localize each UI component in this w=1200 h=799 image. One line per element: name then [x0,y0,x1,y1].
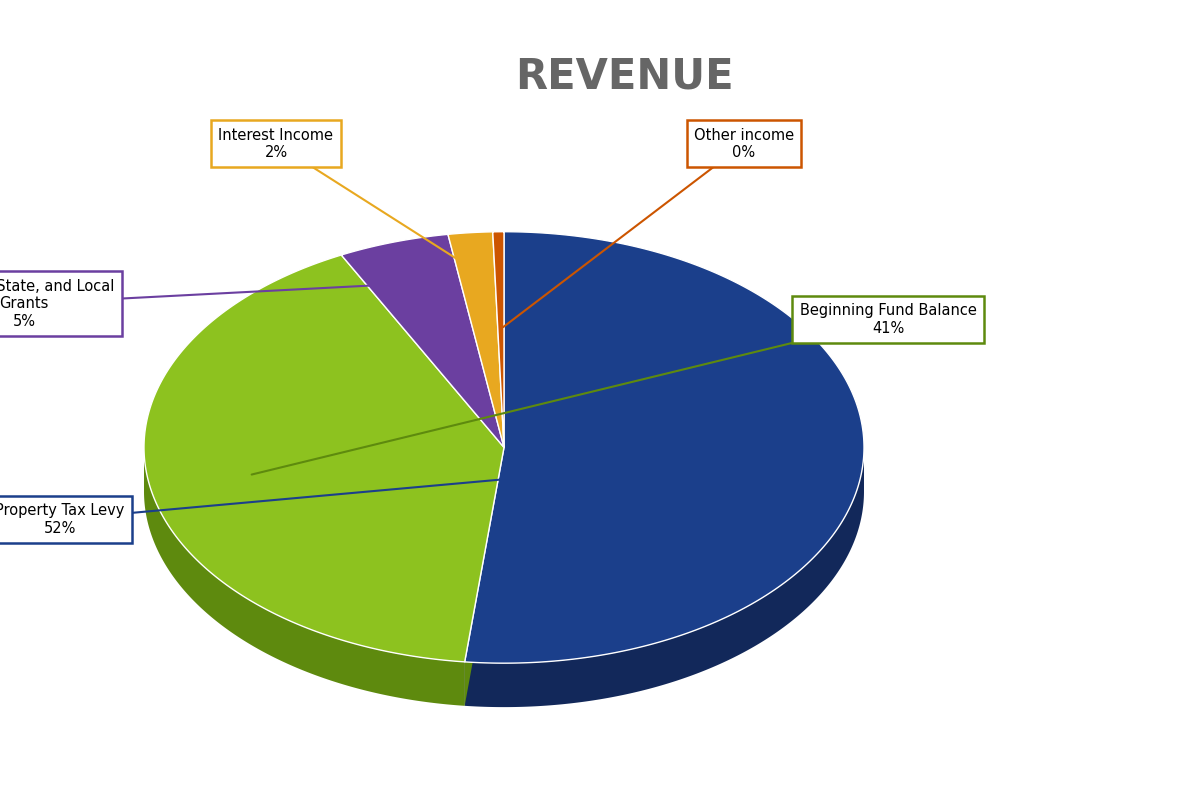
Polygon shape [464,447,504,706]
Text: Property Tax Levy
52%: Property Tax Levy 52% [0,503,125,535]
Polygon shape [464,447,504,706]
Polygon shape [144,448,464,706]
Polygon shape [464,449,864,707]
Polygon shape [464,232,864,663]
Polygon shape [341,234,504,447]
Text: Beginning Fund Balance
41%: Beginning Fund Balance 41% [799,304,977,336]
Text: Other income
0%: Other income 0% [694,128,794,160]
Text: Interest Income
2%: Interest Income 2% [218,128,334,160]
Polygon shape [144,255,504,662]
Text: Federal, State, and Local
Grants
5%: Federal, State, and Local Grants 5% [0,279,115,328]
Polygon shape [448,232,504,447]
Polygon shape [493,232,504,447]
Text: REVENUE: REVENUE [515,56,733,98]
